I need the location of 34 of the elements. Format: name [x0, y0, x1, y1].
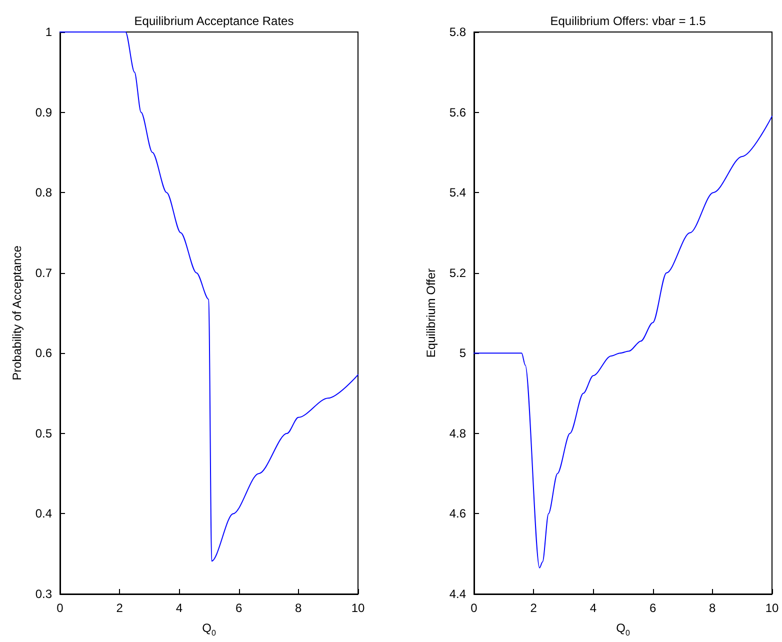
x-tick-label: 6 [649, 601, 656, 615]
x-tick-label: 10 [765, 601, 779, 615]
y-tick-label: 0.8 [35, 186, 52, 200]
y-tick-label: 4.6 [449, 506, 466, 521]
y-tick-label: 5.2 [449, 266, 466, 280]
y-tick-label: 4.8 [449, 426, 466, 440]
y-tick-label: 0.7 [35, 266, 52, 280]
x-tick-label: 4 [176, 601, 183, 615]
x-tick-label: 8 [295, 601, 302, 615]
y-tick-label: 5 [459, 346, 466, 360]
x-tick-label: 6 [235, 601, 242, 615]
x-tick-label: 2 [116, 601, 124, 615]
y-tick-label: 5.6 [449, 105, 466, 120]
y-tick-label: 0.4 [35, 506, 52, 521]
y-tick-label: 0.9 [35, 105, 52, 120]
x-tick-label: 4 [590, 601, 597, 615]
y-tick-label: 0.5 [35, 426, 52, 440]
line-series [60, 32, 358, 562]
y-tick-label: 1 [45, 25, 52, 39]
y-axis-title: Equilibrium Offer [424, 268, 438, 358]
x-tick-label: 8 [709, 601, 716, 615]
x-tick-label: 10 [351, 601, 365, 615]
y-axis-title: Probability of Acceptance [10, 245, 24, 380]
x-tick-label: 0 [56, 601, 64, 615]
y-tick-label: 0.3 [35, 587, 52, 601]
chart-title: Equilibrium Offers: vbar = 1.5 [550, 14, 706, 28]
line-series [474, 116, 772, 568]
x-tick-label: 0 [470, 601, 478, 615]
y-tick-label: 4.4 [449, 587, 466, 601]
y-tick-label: 5.4 [449, 186, 466, 200]
y-tick-label: 0.6 [35, 346, 52, 360]
x-tick-label: 2 [530, 601, 538, 615]
y-tick-label: 5.8 [449, 25, 466, 39]
chart-title: Equilibrium Acceptance Rates [134, 14, 294, 28]
